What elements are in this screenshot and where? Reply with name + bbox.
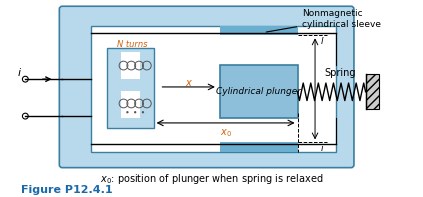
Bar	[220, 142, 297, 152]
Bar	[91, 26, 336, 152]
Text: $l$: $l$	[320, 35, 324, 46]
Text: $x$: $x$	[184, 78, 193, 88]
Text: $i$: $i$	[320, 142, 324, 153]
Text: N turns: N turns	[117, 40, 148, 49]
Text: Cylindrical plunger: Cylindrical plunger	[216, 87, 301, 96]
Bar	[220, 65, 297, 118]
Bar	[365, 74, 379, 109]
Bar	[121, 52, 140, 79]
FancyBboxPatch shape	[59, 6, 354, 168]
Circle shape	[126, 111, 129, 113]
Bar	[220, 26, 297, 35]
Text: $i$: $i$	[17, 66, 22, 78]
Text: Spring: Spring	[324, 68, 356, 78]
Circle shape	[142, 111, 144, 113]
Circle shape	[134, 111, 136, 113]
Text: Figure P12.4.1: Figure P12.4.1	[22, 185, 113, 195]
Text: $x_0$: position of plunger when spring is relaxed: $x_0$: position of plunger when spring i…	[100, 172, 324, 186]
Bar	[121, 91, 140, 118]
Text: Nonmagnetic
cylindrical sleeve: Nonmagnetic cylindrical sleeve	[266, 9, 382, 32]
Bar	[107, 48, 154, 128]
Text: $x_0$: $x_0$	[220, 127, 231, 138]
